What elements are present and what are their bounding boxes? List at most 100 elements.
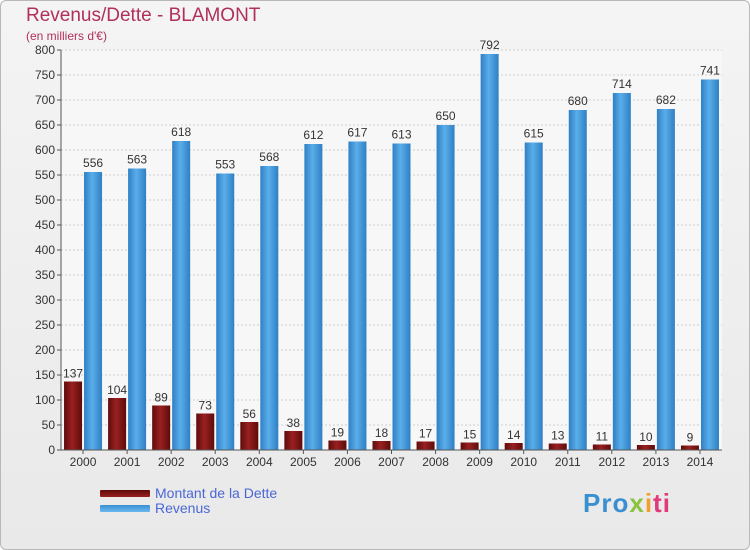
x-tick-label-2010: 2010: [510, 455, 537, 469]
y-tick-label: 800: [35, 43, 55, 57]
y-tick-label: 650: [35, 118, 55, 132]
legend-revenue-swatch: [100, 505, 150, 512]
chart-title: Revenus/Dette - BLAMONT: [26, 5, 261, 26]
data-label-debt-2009: 15: [463, 428, 477, 442]
logo-part-2: x: [629, 488, 645, 518]
bar-revenue-2012: [612, 93, 631, 450]
x-tick-label-2012: 2012: [598, 455, 625, 469]
data-label-debt-2004: 56: [243, 407, 257, 421]
data-label-debt-2011: 13: [551, 429, 565, 443]
bar-revenue-2003: [216, 173, 235, 450]
x-tick-label-2009: 2009: [466, 455, 493, 469]
bar-debt-2014: [680, 445, 699, 450]
data-label-revenue-2003: 553: [215, 158, 235, 172]
bar-revenue-2007: [392, 143, 411, 450]
bar-revenue-2005: [304, 144, 323, 450]
bar-debt-2001: [108, 398, 127, 450]
data-label-debt-2005: 38: [287, 416, 301, 430]
x-tick-label-2004: 2004: [246, 455, 273, 469]
proxiti-logo: Proxiti: [583, 488, 671, 519]
y-tick-label: 300: [35, 293, 55, 307]
data-label-debt-2003: 73: [199, 399, 213, 413]
data-label-debt-2010: 14: [507, 428, 521, 442]
legend-debt-label: Montant de la Dette: [155, 485, 278, 501]
x-tick-label-2005: 2005: [290, 455, 317, 469]
y-tick-label: 750: [35, 68, 55, 82]
data-label-debt-2002: 89: [154, 391, 168, 405]
y-tick-label: 550: [35, 168, 55, 182]
y-tick-label: 350: [35, 268, 55, 282]
y-tick-label: 600: [35, 143, 55, 157]
plot-area: [61, 50, 722, 450]
data-label-revenue-2007: 613: [391, 128, 411, 142]
bar-revenue-2004: [260, 166, 279, 450]
y-tick-label: 400: [35, 243, 55, 257]
bar-debt-2007: [372, 441, 391, 450]
data-label-revenue-2000: 556: [83, 156, 103, 170]
data-label-revenue-2001: 563: [127, 153, 147, 167]
bar-revenue-2013: [656, 109, 675, 450]
bar-revenue-2000: [84, 172, 103, 450]
data-label-revenue-2013: 682: [656, 93, 676, 107]
data-label-debt-2001: 104: [107, 383, 127, 397]
bar-revenue-2011: [568, 110, 587, 450]
legend-revenue-label: Revenus: [155, 500, 211, 516]
x-tick-label-2006: 2006: [334, 455, 361, 469]
data-label-debt-2007: 18: [375, 426, 389, 440]
y-tick-label: 200: [35, 343, 55, 357]
x-tick-label-2000: 2000: [70, 455, 97, 469]
x-tick-label-2003: 2003: [202, 455, 229, 469]
y-tick-label: 50: [42, 418, 56, 432]
x-tick-label-2014: 2014: [687, 455, 714, 469]
bar-debt-2006: [328, 440, 347, 450]
data-label-revenue-2008: 650: [436, 109, 456, 123]
data-label-debt-2000: 137: [63, 367, 83, 381]
logo-part-1: Pro: [583, 488, 630, 518]
bar-debt-2013: [636, 445, 655, 450]
bar-revenue-2009: [480, 54, 499, 450]
data-label-revenue-2004: 568: [259, 150, 279, 164]
x-tick-label-2008: 2008: [422, 455, 449, 469]
x-tick-label-2011: 2011: [555, 455, 581, 469]
bar-debt-2010: [504, 443, 523, 450]
bar-debt-2012: [592, 444, 611, 450]
data-label-revenue-2014: 741: [700, 64, 720, 78]
bar-revenue-2008: [436, 125, 455, 450]
data-label-revenue-2010: 615: [524, 127, 544, 141]
bar-debt-2008: [416, 441, 435, 450]
x-tick-label-2013: 2013: [643, 455, 670, 469]
bar-revenue-2001: [128, 168, 147, 450]
bar-revenue-2006: [348, 141, 367, 450]
bar-debt-2005: [284, 431, 303, 450]
data-label-revenue-2002: 618: [171, 125, 191, 139]
bar-revenue-2010: [524, 142, 543, 450]
data-label-debt-2013: 10: [639, 430, 653, 444]
x-tick-label-2007: 2007: [378, 455, 405, 469]
y-tick-label: 500: [35, 193, 55, 207]
bar-debt-2003: [196, 413, 215, 450]
legend-debt-swatch: [100, 490, 150, 497]
data-label-revenue-2006: 617: [347, 126, 367, 140]
y-tick-label: 450: [35, 218, 55, 232]
x-tick-label-2001: 2001: [114, 455, 141, 469]
bar-debt-2000: [64, 381, 83, 450]
y-tick-label: 100: [35, 393, 55, 407]
data-label-revenue-2012: 714: [612, 77, 632, 91]
data-label-debt-2006: 19: [331, 426, 345, 440]
bar-debt-2009: [460, 442, 479, 450]
y-tick-label: 700: [35, 93, 55, 107]
logo-part-4: ti: [653, 488, 671, 518]
data-label-debt-2014: 9: [687, 431, 694, 445]
data-label-revenue-2011: 680: [568, 94, 588, 108]
bar-debt-2011: [548, 443, 567, 450]
x-tick-label-2002: 2002: [158, 455, 185, 469]
y-tick-label: 0: [48, 443, 55, 457]
logo-part-3: i: [644, 488, 654, 518]
data-label-revenue-2005: 612: [303, 128, 323, 142]
bar-debt-2004: [240, 422, 259, 450]
y-tick-label: 250: [35, 318, 55, 332]
data-label-debt-2008: 17: [419, 427, 433, 441]
data-label-debt-2012: 11: [596, 430, 609, 444]
chart-subtitle: (en milliers d'€): [26, 29, 107, 43]
